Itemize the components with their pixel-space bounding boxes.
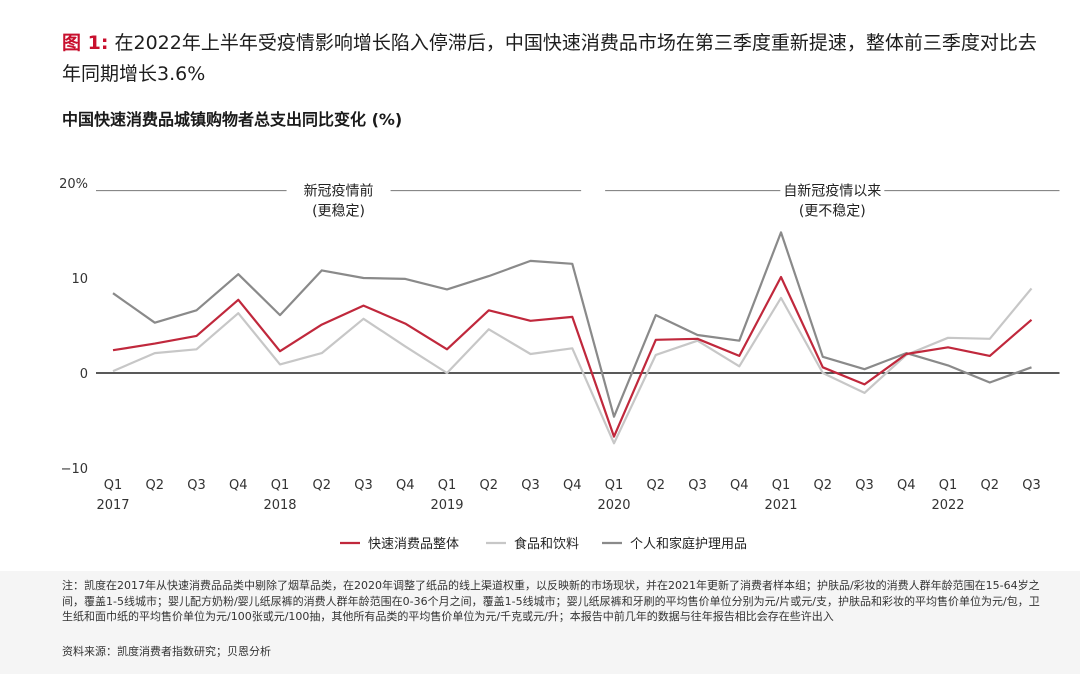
footer-background <box>0 571 1080 674</box>
x-year-label: 2022 <box>931 498 964 513</box>
x-year-label: 2021 <box>764 498 797 513</box>
headline-text: 在2022年上半年受疫情影响增长陷入停滞后，中国快速消费品市场在第三季度重新提速… <box>62 32 1037 85</box>
series-line <box>112 231 1032 418</box>
x-year-label: 2017 <box>96 498 129 513</box>
x-tick-label: Q1 <box>271 478 290 493</box>
series-line <box>112 275 1033 438</box>
x-tick-label: Q3 <box>354 478 373 493</box>
x-tick-label: Q4 <box>563 478 582 493</box>
x-tick-label: Q3 <box>187 478 206 493</box>
legend-label: 个人和家庭护理用品 <box>630 536 747 552</box>
x-tick-label: Q1 <box>772 478 791 493</box>
x-year-label: 2018 <box>263 498 296 513</box>
period-label: 新冠疫情前 <box>304 183 374 200</box>
x-tick-label: Q1 <box>605 478 624 493</box>
x-tick-label: Q1 <box>939 478 958 493</box>
legend-label: 快速消费品整体 <box>368 537 459 552</box>
legend-label: 食品和饮料 <box>514 536 579 552</box>
period-sublabel: (更不稳定) <box>799 204 866 220</box>
x-tick-label: Q2 <box>980 478 999 493</box>
y-tick-label: 10 <box>71 272 88 287</box>
x-year-label: 2019 <box>430 498 463 513</box>
x-tick-label: Q1 <box>438 478 457 493</box>
y-tick-label: −10 <box>61 462 88 477</box>
x-tick-label: Q2 <box>145 478 164 493</box>
chart-title: 中国快速消费品城镇购物者总支出同比变化 (%) <box>62 110 403 129</box>
series-line <box>112 287 1033 445</box>
x-tick-label: Q4 <box>229 478 248 493</box>
x-tick-label: Q2 <box>312 478 331 493</box>
line-chart: 20% 10 0 −10 新冠疫情前 (更稳定) 自新冠疫情以来 (更不稳定) Q1 Q2 Q3 Q4… <box>59 177 1060 552</box>
y-tick-label: 0 <box>80 367 88 382</box>
x-tick-label: Q3 <box>521 478 540 493</box>
period-sublabel: (更稳定) <box>312 204 365 220</box>
x-tick-label: Q3 <box>1022 478 1041 493</box>
footnote: 注：凯度在2017年从快速消费品品类中剔除了烟草品类，在2020年调整了纸品的线… <box>62 579 1040 623</box>
x-tick-label: Q2 <box>813 478 832 493</box>
x-year-label: 2020 <box>597 498 630 513</box>
y-tick-label: 20% <box>59 177 88 192</box>
source-note: 资料来源：凯度消费者指数研究；贝恩分析 <box>62 645 271 658</box>
x-tick-label: Q3 <box>688 478 707 493</box>
headline: 图 1: 在2022年上半年受疫情影响增长陷入停滞后，中国快速消费品市场在第三季… <box>62 28 1042 90</box>
x-tick-label: Q2 <box>646 478 665 493</box>
x-tick-label: Q4 <box>396 478 415 493</box>
period-label: 自新冠疫情以来 <box>783 184 881 200</box>
x-tick-label: Q4 <box>730 478 749 493</box>
x-tick-label: Q1 <box>104 478 123 493</box>
x-tick-label: Q4 <box>897 478 916 493</box>
figure-label: 图 1: <box>62 32 109 54</box>
x-tick-label: Q2 <box>479 478 498 493</box>
x-tick-label: Q3 <box>855 478 874 493</box>
